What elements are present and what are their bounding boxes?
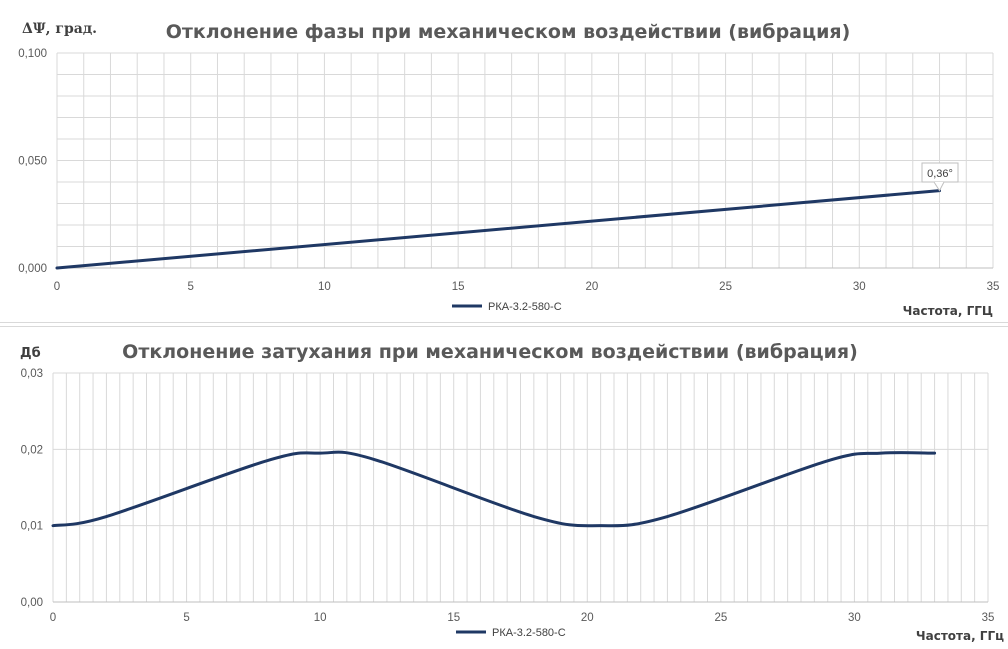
- y-tick-label: 0,100: [18, 48, 47, 60]
- y-tick-labels: 0,000 0,050 0,100: [18, 48, 47, 275]
- legend: РКА-3.2-580-С: [456, 627, 566, 639]
- callout-pointer: [933, 181, 945, 192]
- x-tick-label: 5: [188, 281, 194, 293]
- x-tick-label: 10: [314, 612, 327, 624]
- y-axis-label: Дб: [20, 346, 41, 361]
- legend-label: РКА-3.2-580-С: [492, 627, 566, 639]
- x-tick-label: 30: [848, 612, 861, 624]
- data-callout: 0,36°: [921, 162, 959, 192]
- phase-deviation-chart-panel: ΔΨ, град. Отклонение фазы при механическ…: [0, 0, 1008, 323]
- y-tick-label: 0,000: [18, 263, 47, 275]
- y-tick-label: 0,03: [21, 368, 43, 380]
- x-tick-label: 25: [719, 281, 732, 293]
- x-axis-label: Частота, ГГЦ: [903, 304, 993, 318]
- y-axis-label: ΔΨ, град.: [22, 21, 97, 37]
- x-tick-label: 30: [853, 281, 866, 293]
- legend: РКА-3.2-580-С: [452, 301, 562, 313]
- x-tick-label: 10: [318, 281, 331, 293]
- legend-label: РКА-3.2-580-С: [488, 301, 562, 313]
- series-line-rka-3-2-580-c: [55, 189, 942, 270]
- x-tick-labels: 0 5 10 15 20 25 30 35: [54, 281, 1000, 293]
- chart-title: Отклонение фазы при механическом воздейс…: [166, 21, 851, 43]
- callout-label: 0,36°: [927, 168, 953, 180]
- x-tick-label: 0: [54, 281, 60, 293]
- y-tick-label: 0,01: [21, 521, 43, 533]
- x-axis-label: Частота, ГГц: [916, 629, 1004, 643]
- x-tick-label: 15: [447, 612, 460, 624]
- y-tick-labels: 0,00 0,01 0,02 0,03: [21, 368, 43, 609]
- x-tick-label: 20: [585, 281, 598, 293]
- y-tick-label: 0,02: [21, 444, 43, 456]
- chart-grid: [52, 372, 989, 603]
- x-tick-label: 15: [452, 281, 465, 293]
- x-tick-label: 5: [183, 612, 189, 624]
- chart-title: Отклонение затухания при механическом во…: [122, 341, 858, 363]
- chart-grid: [56, 52, 994, 269]
- x-tick-label: 25: [714, 612, 727, 624]
- x-tick-label: 0: [50, 612, 56, 624]
- attenuation-deviation-chart-panel: Дб Отклонение затухания при механическом…: [0, 326, 1008, 649]
- series-line-rka-3-2-580-c: [51, 450, 937, 528]
- phase-deviation-chart: ΔΨ, град. Отклонение фазы при механическ…: [18, 21, 1000, 318]
- y-tick-label: 0,00: [21, 597, 43, 609]
- x-tick-label: 35: [982, 612, 995, 624]
- x-tick-label: 35: [987, 281, 1000, 293]
- x-tick-labels: 0 5 10 15 20 25 30 35: [50, 612, 995, 624]
- attenuation-deviation-chart: Дб Отклонение затухания при механическом…: [20, 341, 1004, 643]
- y-tick-label: 0,050: [18, 156, 47, 168]
- x-tick-label: 20: [581, 612, 594, 624]
